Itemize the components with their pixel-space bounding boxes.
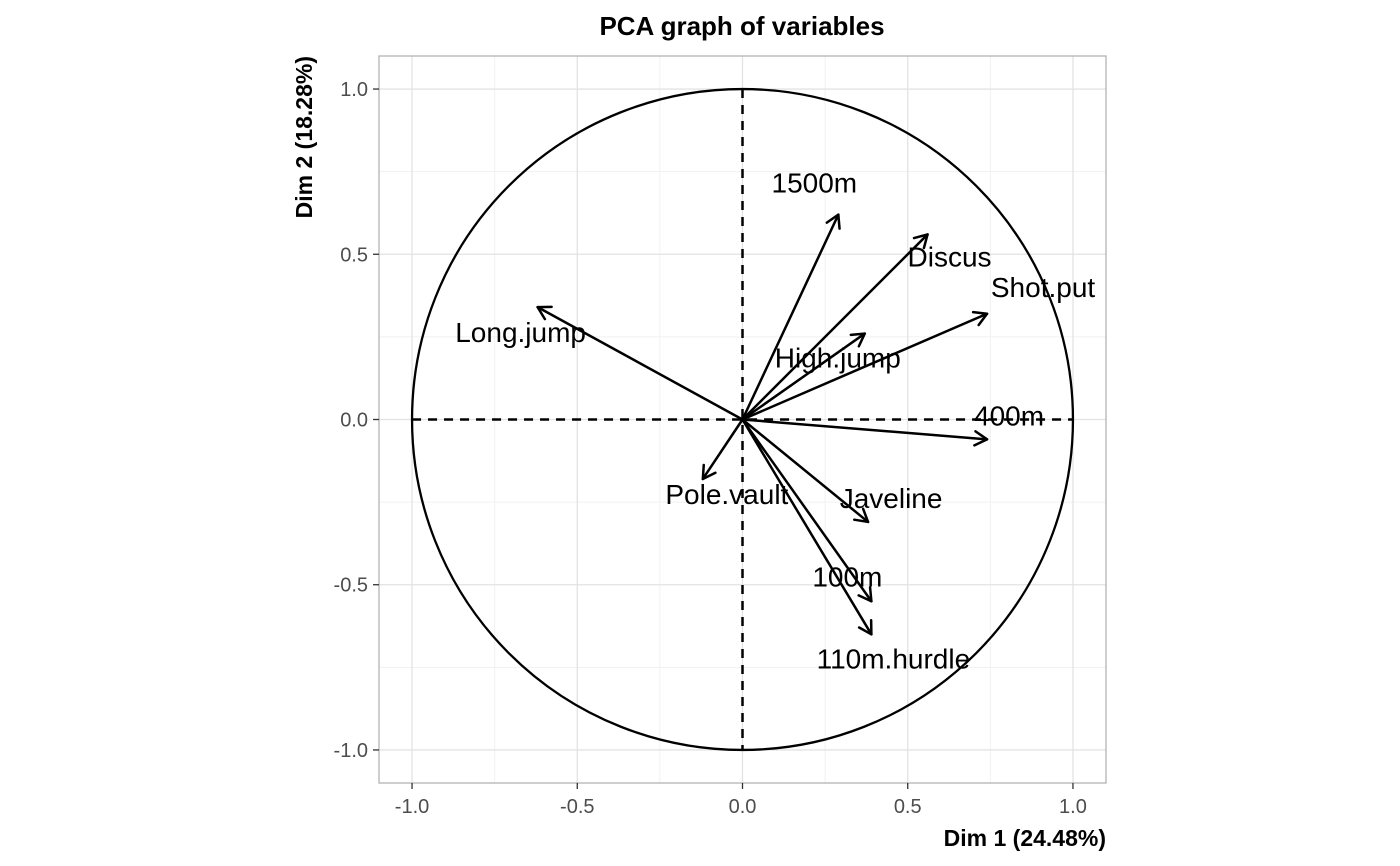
variable-label: Shot.put — [991, 272, 1096, 303]
variable-label: 100m — [812, 561, 882, 592]
arrow-shaft — [741, 418, 870, 524]
x-tick-label: -1.0 — [395, 796, 429, 818]
arrow-shaft — [741, 312, 989, 421]
variable-label: Long.jump — [455, 317, 586, 348]
arrow-shaft — [741, 332, 867, 421]
y-tick-label: -0.5 — [334, 575, 368, 597]
arrow-head — [857, 586, 873, 603]
arrow-shot-put — [741, 310, 989, 421]
variable-label: High.jump — [775, 343, 901, 374]
x-tick-label: -0.5 — [560, 796, 594, 818]
arrow-shaft — [741, 418, 989, 441]
arrow-long-jump — [536, 305, 744, 421]
variable-label: Pole.vault — [665, 479, 788, 510]
y-tick-label: 1.0 — [340, 79, 368, 101]
arrow-head — [857, 619, 873, 636]
arrow-head — [701, 463, 717, 481]
arrow-pole-vault — [701, 418, 744, 481]
variable-label: Javeline — [840, 483, 943, 514]
y-axis-ticks: -1.0 -0.5 0.0 0.5 1.0 — [334, 79, 379, 762]
arrow-shaft — [741, 418, 873, 636]
arrow-shaft — [701, 418, 744, 481]
x-tick-label: 1.0 — [1059, 796, 1087, 818]
arrow-shaft — [741, 418, 873, 603]
arrow-head — [971, 310, 989, 327]
arrow-javeline — [741, 418, 870, 524]
arrow-head — [536, 305, 553, 321]
arrow-head — [912, 233, 929, 250]
arrow-shaft — [536, 305, 744, 421]
x-axis-ticks: -1.0 -0.5 0.0 0.5 1.0 — [395, 783, 1087, 818]
arrow-1500m — [741, 213, 841, 421]
chart-title: PCA graph of variables — [599, 11, 884, 41]
variable-label: 110m.hurdle — [817, 643, 971, 674]
arrow-110m-hurdle — [741, 418, 873, 636]
arrow-head — [825, 213, 841, 230]
x-axis-title: Dim 1 (24.48%) — [944, 825, 1106, 851]
arrow-400m — [741, 418, 989, 447]
arrow-shaft — [741, 233, 929, 421]
x-tick-label: 0.5 — [894, 796, 922, 818]
arrow-shaft — [741, 213, 840, 421]
x-tick-label: 0.0 — [729, 796, 757, 818]
variable-label: 1500m — [772, 168, 858, 199]
variable-arrows — [536, 213, 989, 636]
arrow-head — [849, 332, 867, 348]
arrow-100m — [741, 418, 873, 603]
variable-label: Discus — [908, 241, 992, 272]
y-tick-label: -1.0 — [334, 740, 368, 762]
variable-label: 400m — [974, 400, 1044, 431]
arrow-high-jump — [741, 332, 867, 421]
y-tick-label: 0.0 — [340, 410, 368, 432]
y-axis-title: Dim 2 (18.28%) — [291, 56, 317, 218]
y-tick-label: 0.5 — [340, 244, 368, 266]
arrow-head — [973, 430, 989, 447]
arrow-discus — [741, 233, 929, 421]
arrow-head — [853, 507, 870, 524]
